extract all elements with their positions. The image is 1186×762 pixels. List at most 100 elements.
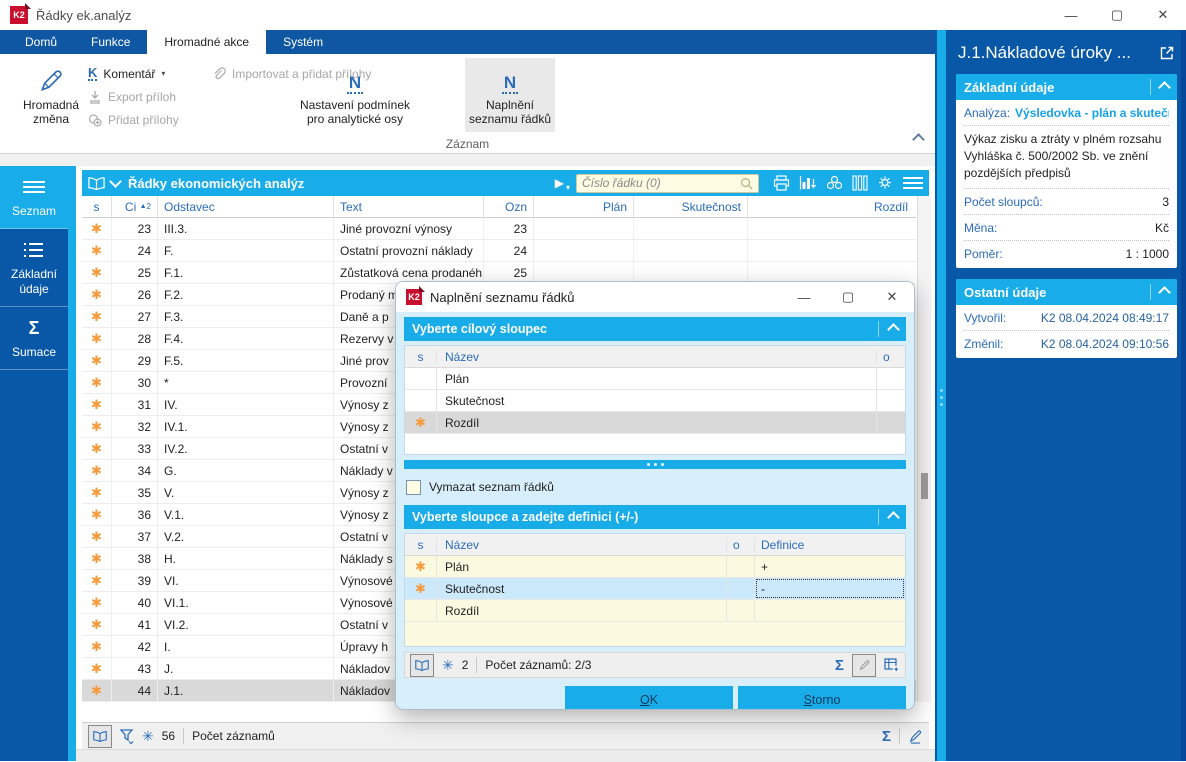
axis-conditions-button[interactable]: N Nastavení podmínek pro analytické osy bbox=[297, 60, 413, 126]
comment-button[interactable]: K Komentář ▾ bbox=[88, 62, 179, 85]
sidebar-item-seznam[interactable]: Seznam bbox=[0, 166, 68, 229]
col-nazev[interactable]: Název bbox=[437, 537, 727, 552]
col-definice[interactable]: Definice bbox=[761, 537, 805, 552]
close-button[interactable]: ✕ bbox=[1157, 7, 1169, 22]
edit-pencil-icon[interactable] bbox=[852, 653, 876, 677]
clover-icon[interactable] bbox=[826, 175, 843, 191]
chevron-down-icon[interactable]: ▾ bbox=[565, 182, 570, 192]
definition-section-header[interactable]: Vyberte sloupce a zadejte definici (+/-) bbox=[404, 505, 906, 529]
panel-splitter[interactable] bbox=[937, 30, 946, 761]
sum-icon[interactable]: Σ bbox=[881, 727, 891, 745]
target-column-row[interactable]: Skutečnost bbox=[405, 390, 905, 412]
card-header[interactable]: Ostatní údaje bbox=[956, 279, 1177, 305]
col-text[interactable]: Text bbox=[334, 196, 484, 217]
fill-row-list-label1: Naplnění bbox=[485, 98, 535, 112]
import-attachments-button[interactable]: Importovat a přidat přílohy bbox=[212, 62, 371, 85]
col-nazev[interactable]: Název bbox=[437, 349, 877, 364]
scrollbar-thumb[interactable] bbox=[921, 473, 928, 499]
collapse-icon[interactable] bbox=[1150, 79, 1171, 95]
book-icon[interactable] bbox=[88, 176, 105, 190]
definition-row[interactable]: Rozdíl bbox=[405, 600, 905, 622]
chart-icon[interactable] bbox=[799, 175, 817, 191]
left-sidebar: Seznam Základní údaje Σ Sumace bbox=[0, 166, 68, 761]
chevron-down-icon[interactable] bbox=[109, 175, 122, 188]
table-row[interactable]: ✱ 24 F. Ostatní provozní náklady 24 bbox=[82, 240, 916, 262]
target-column-row[interactable]: ✱ Rozdíl bbox=[405, 412, 905, 434]
col-ozn[interactable]: Ozn bbox=[484, 196, 534, 217]
col-odstavec[interactable]: Odstavec bbox=[158, 196, 334, 217]
definition-row[interactable]: ✱ Plán + bbox=[405, 556, 905, 578]
collapse-icon[interactable] bbox=[878, 509, 900, 525]
tab-funkce[interactable]: Funkce bbox=[91, 35, 131, 49]
fill-row-list-button[interactable]: N Naplnění seznamu řádků bbox=[465, 58, 555, 132]
chevron-down-icon: ▾ bbox=[161, 69, 166, 78]
checkbox-icon[interactable] bbox=[406, 479, 421, 495]
sidebar-item-sumace[interactable]: Σ Sumace bbox=[0, 307, 68, 370]
search-placeholder: Číslo řádku (0) bbox=[582, 176, 661, 190]
col-rozdil[interactable]: Rozdíl bbox=[873, 199, 908, 214]
splitter-handle[interactable] bbox=[404, 460, 906, 469]
sigma-icon: Σ bbox=[28, 317, 40, 338]
book-icon[interactable] bbox=[88, 724, 112, 748]
add-table-icon[interactable] bbox=[884, 657, 900, 673]
open-external-icon[interactable] bbox=[1159, 45, 1175, 61]
ribbon-group-label: Záznam bbox=[445, 137, 490, 151]
section-title: Vyberte sloupce a zadejte definici (+/-) bbox=[412, 510, 639, 524]
ribbon-collapse-icon[interactable] bbox=[912, 133, 925, 147]
settings-gear-icon[interactable] bbox=[877, 175, 894, 191]
card-header[interactable]: Základní údaje bbox=[956, 74, 1177, 100]
col-o[interactable]: o bbox=[727, 537, 755, 552]
n-letter-icon: N bbox=[346, 73, 364, 94]
dialog-maximize-button[interactable]: ▢ bbox=[841, 289, 855, 304]
bulk-change-label1: Hromadná bbox=[22, 98, 80, 112]
comment-label: Komentář bbox=[103, 66, 156, 81]
tab-system[interactable]: Systém bbox=[283, 35, 324, 49]
target-column-section-header[interactable]: Vyberte cílový sloupec bbox=[404, 317, 906, 341]
tab-domu[interactable]: Domů bbox=[25, 35, 58, 49]
add-attachment-icon bbox=[88, 113, 102, 127]
definition-rows: ✱ Plán + ✱ Skutečnost - Rozdíl bbox=[405, 556, 905, 622]
maximize-button[interactable]: ▢ bbox=[1110, 7, 1124, 22]
menu-icon[interactable] bbox=[903, 174, 923, 192]
sidebar-item-zakladni-udaje[interactable]: Základní údaje bbox=[0, 229, 68, 307]
book-icon[interactable] bbox=[410, 653, 434, 677]
search-input[interactable]: Číslo řádku (0) bbox=[576, 173, 759, 193]
export-icon bbox=[88, 90, 102, 104]
table-row[interactable]: ✱ 23 III.3. Jiné provozní výnosy 23 bbox=[82, 218, 916, 240]
target-rows: Plán Skutečnost ✱ Rozdíl bbox=[405, 368, 905, 434]
card-ostatni-udaje: Ostatní údaje Vytvořil: K2 08.04.2024 08:… bbox=[956, 279, 1177, 358]
col-o[interactable]: o bbox=[883, 349, 890, 364]
definition-row[interactable]: ✱ Skutečnost - bbox=[405, 578, 905, 600]
field-analyza: Analýza: Výsledovka - plán a skutečn... bbox=[964, 100, 1169, 126]
dialog-minimize-button[interactable]: — bbox=[797, 289, 811, 305]
analyza-link[interactable]: Výsledovka - plán a skutečn... bbox=[1015, 105, 1169, 120]
target-column-row[interactable]: Plán bbox=[405, 368, 905, 390]
collapse-icon[interactable] bbox=[1150, 284, 1171, 300]
col-s[interactable]: s bbox=[82, 196, 112, 217]
col-ci[interactable]: Ci ▲ 2 bbox=[112, 196, 158, 217]
export-attachments-button[interactable]: Export příloh bbox=[88, 85, 179, 108]
filter-icon[interactable] bbox=[120, 728, 134, 744]
columns-icon[interactable] bbox=[852, 175, 868, 191]
vertical-scrollbar[interactable] bbox=[917, 196, 931, 702]
clear-list-checkbox[interactable]: Vymazat seznam řádků bbox=[406, 477, 906, 497]
collapse-icon[interactable] bbox=[878, 321, 900, 337]
minimize-button[interactable]: — bbox=[1064, 7, 1078, 23]
add-attachments-label: Přidat přílohy bbox=[108, 112, 179, 127]
checkbox-label: Vymazat seznam řádků bbox=[429, 480, 554, 494]
dialog-close-button[interactable]: ✕ bbox=[886, 289, 898, 304]
col-skutecnost[interactable]: Skutečnost bbox=[634, 196, 748, 217]
panel-field-row: Poměr: 1 : 1000 bbox=[964, 246, 1169, 261]
col-s[interactable]: s bbox=[405, 349, 437, 364]
print-icon[interactable] bbox=[773, 175, 790, 191]
play-icon[interactable]: ▶ bbox=[554, 176, 564, 190]
tab-hromadne-akce[interactable]: Hromadné akce bbox=[147, 30, 267, 54]
add-attachments-button[interactable]: Přidat přílohy bbox=[88, 108, 179, 131]
col-s[interactable]: s bbox=[405, 537, 437, 552]
edit-pencil-icon[interactable] bbox=[908, 729, 923, 744]
col-plan[interactable]: Plán bbox=[534, 196, 634, 217]
sum-icon[interactable]: Σ bbox=[834, 656, 844, 674]
bulk-change-button[interactable]: Hromadná změna bbox=[6, 60, 96, 126]
